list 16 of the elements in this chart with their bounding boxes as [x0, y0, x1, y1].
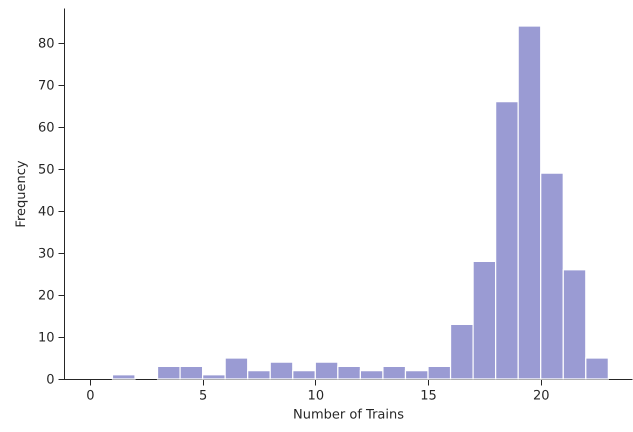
x-tick-label: 5	[198, 388, 208, 404]
x-tick-label: 20	[532, 388, 550, 404]
y-tick-label: 20	[38, 288, 54, 304]
y-tick-label: 0	[46, 372, 54, 388]
x-tick-label: 0	[86, 388, 95, 404]
y-tick-label: 40	[38, 204, 54, 220]
x-tick-label: 15	[420, 388, 437, 404]
y-tick-label: 80	[38, 36, 54, 52]
y-tick-label: 10	[38, 330, 54, 346]
y-tick-label: 70	[38, 78, 54, 94]
x-axis-title: Number of Trains	[293, 408, 404, 422]
y-tick-label: 60	[38, 120, 54, 136]
y-tick-label: 50	[38, 162, 54, 178]
y-axis-title: Frequency	[14, 160, 29, 228]
x-tick-label: 10	[308, 388, 324, 404]
y-tick-label: 30	[38, 246, 54, 262]
